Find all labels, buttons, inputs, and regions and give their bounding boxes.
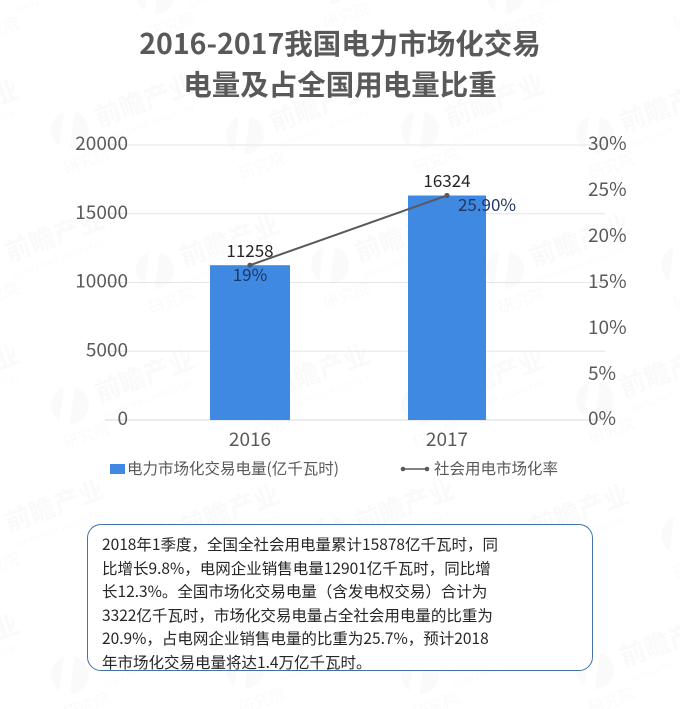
svg-text:2017: 2017	[426, 425, 468, 452]
svg-text:0: 0	[117, 404, 128, 431]
svg-text:0%: 0%	[588, 404, 616, 431]
svg-text:10000: 10000	[75, 267, 128, 294]
svg-text:15%: 15%	[588, 267, 627, 294]
svg-text:16324: 16324	[423, 167, 470, 192]
svg-text:电力市场化交易电量(亿千瓦时): 电力市场化交易电量(亿千瓦时)	[127, 457, 339, 479]
svg-text:5%: 5%	[588, 359, 616, 386]
svg-text:20%: 20%	[588, 221, 627, 248]
svg-text:社会用电市场化率: 社会用电市场化率	[434, 457, 558, 479]
svg-text:2016: 2016	[229, 425, 271, 452]
svg-text:11258: 11258	[226, 237, 273, 262]
svg-text:25.90%: 25.90%	[458, 191, 516, 216]
svg-text:20000: 20000	[75, 129, 128, 156]
svg-text:30%: 30%	[588, 129, 627, 156]
svg-text:15000: 15000	[75, 198, 128, 225]
svg-text:25%: 25%	[588, 175, 627, 202]
svg-text:10%: 10%	[588, 313, 627, 340]
svg-text:5000: 5000	[86, 335, 128, 362]
svg-text:19%: 19%	[233, 261, 268, 286]
